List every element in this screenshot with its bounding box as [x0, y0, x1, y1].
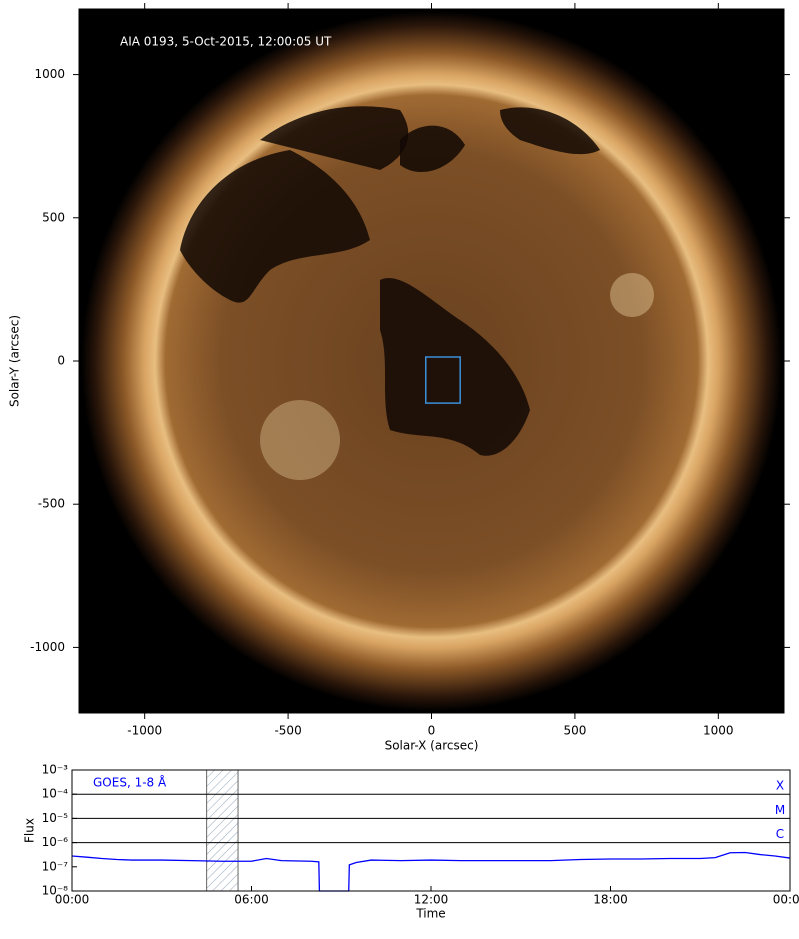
active-region — [610, 273, 654, 317]
y-tick-label: 500 — [42, 210, 65, 224]
x-tick-label: -1000 — [127, 724, 162, 738]
y-axis-label: Solar-Y (arcsec) — [8, 315, 22, 407]
x-tick-label: 00:00 — [55, 893, 90, 907]
y-tick-label: 10⁻⁷ — [42, 859, 69, 873]
active-region — [260, 400, 340, 480]
coronal-hole — [260, 106, 409, 170]
y-tick-label: 10⁻⁵ — [42, 811, 69, 825]
y-tick-label: 10⁻⁶ — [42, 835, 69, 849]
y-tick-label: -1000 — [30, 640, 65, 654]
flare-level-label: C — [776, 827, 784, 841]
chart-title: AIA 0193, 5-Oct-2015, 12:00:05 UT — [120, 35, 332, 49]
plot-frame — [71, 769, 791, 892]
x-tick-label: 0 — [428, 724, 436, 738]
y-tick-label: 10⁻³ — [42, 763, 69, 777]
x-tick-label: -500 — [274, 724, 301, 738]
coronal-hole — [400, 125, 465, 173]
x-tick-label: 00:00 — [773, 893, 799, 907]
solar-image — [81, 11, 782, 711]
region-box — [425, 356, 461, 404]
y-tick-label: 0 — [57, 354, 65, 368]
x-axis-label: Solar-X (arcsec) — [385, 739, 479, 753]
shaded-interval — [206, 769, 239, 892]
coronal-hole — [380, 278, 530, 456]
x-tick-label: 18:00 — [593, 893, 628, 907]
y-tick-label: 10⁻⁸ — [42, 884, 69, 898]
x-tick-label: 1000 — [703, 724, 734, 738]
x-tick-label: 06:00 — [234, 893, 269, 907]
x-tick-label: 12:00 — [414, 893, 449, 907]
flare-level-label: M — [775, 803, 785, 817]
flare-level-label: X — [776, 779, 784, 793]
y-tick-label: 1000 — [34, 67, 65, 81]
y-tick-label: -500 — [38, 497, 65, 511]
coronal-hole — [500, 107, 600, 155]
flux-line — [71, 851, 791, 892]
y-tick-label: 10⁻⁴ — [42, 787, 69, 801]
x-tick-label: 500 — [563, 724, 586, 738]
series-label: GOES, 1-8 Å — [93, 775, 167, 790]
coronal-hole — [180, 150, 370, 303]
y-axis-label: Flux — [23, 818, 37, 843]
x-axis-label: Time — [415, 907, 445, 921]
